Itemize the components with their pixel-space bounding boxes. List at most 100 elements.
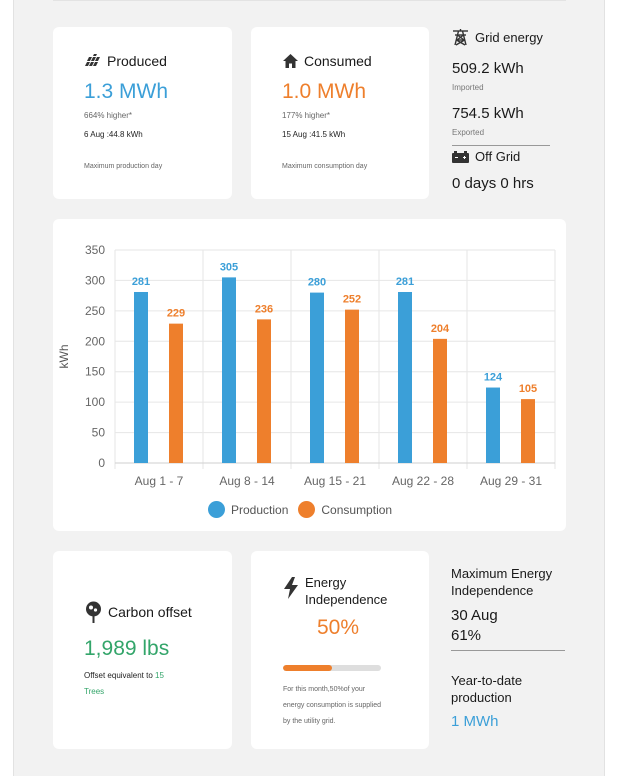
ytd-title-line2: production — [451, 690, 512, 705]
x-tick-label: Aug 1 - 7 — [135, 474, 184, 488]
ytd-value: 1 MWh — [451, 713, 499, 730]
y-tick-label: 100 — [85, 395, 105, 409]
legend-production-label: Production — [231, 502, 289, 517]
ytd-title-line1: Year-to-date — [451, 673, 523, 688]
stats-divider — [451, 650, 565, 651]
consumed-change: 177% higher* — [282, 111, 331, 120]
y-axis-label: kWh — [57, 345, 71, 369]
data-label-production: 281 — [396, 276, 414, 288]
bar-production — [486, 387, 500, 463]
max-independence-title: Maximum Energy Independence — [451, 565, 569, 599]
legend-consumption[interactable]: Consumption — [298, 501, 392, 518]
max-independence-date: 30 Aug — [451, 607, 498, 624]
y-tick-label: 200 — [85, 334, 105, 348]
legend-production-swatch — [208, 501, 225, 518]
bar-consumption — [257, 319, 271, 463]
bar-consumption — [169, 323, 183, 463]
bar-production — [398, 291, 412, 463]
carbon-equiv-prefix: Offset equivalent to — [84, 671, 153, 680]
independence-stats-panel: Maximum Energy Independence 30 Aug 61% Y… — [451, 565, 569, 730]
independence-value: 50% — [317, 616, 360, 639]
solar-panel-icon — [85, 54, 100, 66]
y-tick-label: 250 — [85, 304, 105, 318]
x-tick-label: Aug 29 - 31 — [480, 474, 542, 488]
independence-desc-line3: by the utility grid. — [283, 718, 336, 725]
imported-value: 509.2 kWh — [452, 60, 524, 77]
data-label-consumption: 252 — [343, 294, 361, 306]
produced-peak: 6 Aug :44.8 kWh — [84, 130, 143, 139]
bar-consumption — [521, 399, 535, 463]
top-card-edge — [53, 0, 566, 1]
data-label-production: 281 — [132, 276, 150, 288]
x-tick-label: Aug 15 - 21 — [304, 474, 366, 488]
off-grid-value: 0 days 0 hrs — [452, 175, 534, 192]
produced-note: Maximum production day — [84, 163, 163, 170]
legend-consumption-swatch — [298, 501, 316, 518]
production-consumption-chart-card: 0 50 100 150 200 250 300 350 kWh 281 229 Aug 1 - 7 3… — [53, 219, 566, 531]
grid-energy-panel: Grid energy 509.2 kWh Imported 754.5 kWh… — [452, 28, 572, 192]
carbon-equiv: Offset equivalent to 15 — [84, 671, 164, 680]
consumed-note: Maximum consumption day — [282, 163, 368, 170]
max-independence-value: 61% — [451, 627, 482, 644]
data-label-production: 305 — [220, 261, 238, 273]
consumed-title: Consumed — [304, 53, 372, 69]
grid-energy-header: Grid energy — [452, 28, 572, 46]
independence-title: Energy Independence — [305, 574, 387, 608]
tree-icon — [86, 601, 101, 623]
produced-title: Produced — [107, 53, 167, 69]
battery-icon — [452, 150, 469, 163]
independence-progress-fill — [283, 665, 332, 671]
grid-divider — [452, 145, 550, 146]
carbon-equiv-count: 15 — [155, 671, 164, 680]
y-tick-label: 300 — [85, 273, 105, 287]
off-grid-title: Off Grid — [475, 149, 521, 164]
carbon-header: Carbon offset — [85, 601, 192, 623]
carbon-value: 1,989 lbs — [84, 637, 170, 660]
independence-progress-bar — [283, 665, 381, 671]
data-label-consumption: 204 — [431, 323, 450, 335]
data-label-consumption: 229 — [167, 308, 185, 320]
y-tick-label: 0 — [98, 456, 105, 470]
data-label-production: 124 — [484, 372, 503, 384]
legend-production[interactable]: Production — [208, 501, 288, 518]
data-label-consumption: 105 — [519, 383, 537, 395]
y-tick-label: 150 — [85, 365, 105, 379]
off-grid-header: Off Grid — [452, 149, 520, 164]
data-label-consumption: 236 — [255, 303, 273, 315]
independence-desc-line2: energy consumption is supplied — [283, 702, 382, 709]
x-tick-label: Aug 8 - 14 — [219, 474, 275, 488]
bar-production — [134, 291, 148, 463]
bar-production — [222, 277, 236, 463]
grid-energy-title: Grid energy — [475, 29, 543, 45]
bar-production — [310, 292, 324, 463]
home-icon — [283, 54, 298, 68]
max-independence-title-line1: Maximum Energy — [451, 566, 553, 581]
lightning-icon — [284, 577, 298, 599]
data-label-production: 280 — [308, 277, 326, 289]
bar-consumption — [345, 309, 359, 463]
independence-desc-line1: For this month,50%of your — [283, 686, 366, 693]
carbon-offset-card: Carbon offset 1,989 lbs Offset equivalen… — [53, 551, 232, 749]
produced-value: 1.3 MWh — [84, 80, 169, 103]
consumed-header: Consumed — [283, 53, 372, 69]
consumed-peak: 15 Aug :41.5 kWh — [282, 130, 346, 139]
carbon-title: Carbon offset — [108, 604, 192, 620]
consumed-value: 1.0 MWh — [282, 80, 367, 103]
x-tick-label: Aug 22 - 28 — [392, 474, 454, 488]
max-independence-title-line2: Independence — [451, 583, 534, 598]
bar-chart: 0 50 100 150 200 250 300 350 kWh 281 229 Aug 1 - 7 3… — [57, 243, 556, 488]
y-tick-label: 350 — [85, 243, 105, 257]
power-tower-icon — [453, 29, 468, 46]
exported-label: Exported — [452, 128, 485, 137]
imported-label: Imported — [452, 83, 484, 92]
energy-independence-card: Energy Independence 50% For this month,5… — [251, 551, 429, 749]
independence-description: For this month,50%of your energy consump… — [283, 682, 381, 730]
carbon-equiv-unit: Trees — [84, 687, 105, 696]
exported-value: 754.5 kWh — [452, 105, 524, 122]
independence-title-line1: Energy — [305, 575, 347, 590]
produced-card: Produced 1.3 MWh 664% higher* 6 Aug :44.… — [53, 27, 232, 199]
ytd-title: Year-to-date production — [451, 672, 522, 706]
produced-change: 664% higher* — [84, 111, 133, 120]
consumed-card: Consumed 1.0 MWh 177% higher* 15 Aug :41… — [251, 27, 429, 199]
independence-title-line2: Independence — [305, 592, 388, 607]
